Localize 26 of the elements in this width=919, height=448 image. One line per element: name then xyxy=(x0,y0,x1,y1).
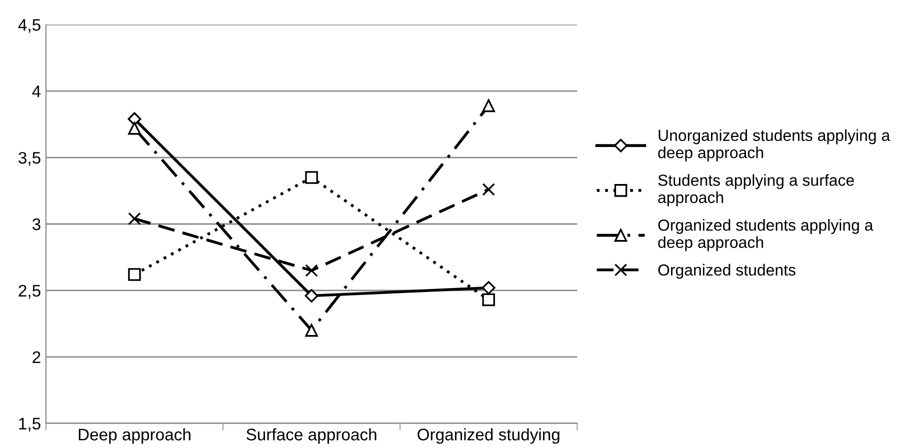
point xyxy=(482,99,495,112)
y-tick-label: 2,5 xyxy=(18,284,40,299)
legend-label: Students applying a surface approach xyxy=(658,174,854,206)
point xyxy=(305,264,318,277)
point xyxy=(482,293,495,306)
point xyxy=(128,112,142,126)
point xyxy=(305,171,318,184)
point xyxy=(305,324,318,337)
y-tick-label: 1,5 xyxy=(19,418,40,432)
y-tick-label: 4 xyxy=(32,86,41,98)
point xyxy=(128,122,141,135)
legend-label: Organized students applying a deep approach xyxy=(658,219,874,252)
point xyxy=(482,183,495,196)
y-tick-label: 3 xyxy=(32,218,40,230)
y-tick-label: 2 xyxy=(32,351,40,363)
y-tick-label: 4,5 xyxy=(18,19,40,33)
x-tick-label: Deep approach xyxy=(78,428,190,444)
point xyxy=(128,268,141,281)
legend-label: Organized students xyxy=(658,264,796,279)
x-tick-label: Surface approach xyxy=(246,428,376,444)
point xyxy=(482,281,496,295)
point xyxy=(128,212,141,226)
point xyxy=(304,289,318,302)
legend-label: Unorganized students applying a deep approach xyxy=(658,129,890,162)
x-tick-label: Organized studying xyxy=(418,428,560,444)
y-tick-label: 3,5 xyxy=(18,152,40,166)
